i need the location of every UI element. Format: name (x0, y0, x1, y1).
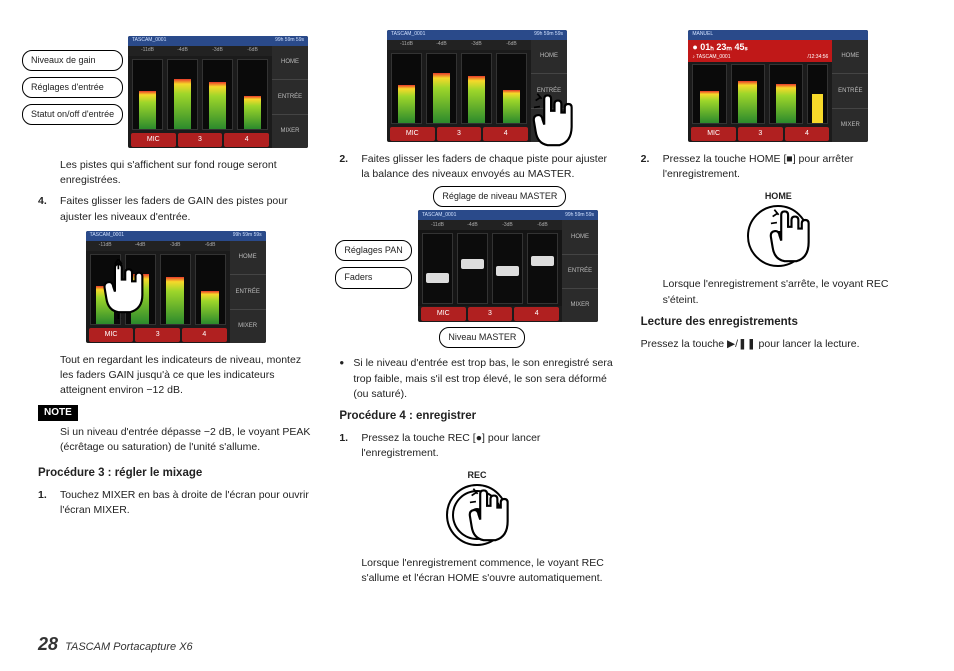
note-tag: NOTE (38, 405, 78, 422)
device-screen-faders: TASCAM_000199h 59m 59s -11dB-4dB-3dB-6dB… (418, 210, 598, 322)
recording-screen: MANUEL ● 01ₕ 23ₘ 45ₛ ♪ TASCAM_0001 /12:3… (678, 30, 878, 142)
callout-master-level: Réglage de niveau MASTER (433, 186, 566, 207)
callout-faders: Faders (335, 267, 411, 288)
text-watch-indicators: Tout en regardant les indicateurs de niv… (38, 353, 313, 399)
callout-input-settings: Réglages d'entrée (22, 77, 123, 98)
hand-tap-rec-icon (463, 487, 518, 547)
text-rec-stops: Lorsque l'enregistrement s'arrête, le vo… (641, 277, 916, 307)
callout-master-level-bottom: Niveau MASTER (439, 327, 525, 348)
device-screen-mixer: TASCAM_000199h 59m 59s -11dB-4dB-3dB-6dB… (128, 36, 308, 148)
mixer-screen-with-callouts: Niveaux de gain Réglages d'entrée Statut… (108, 36, 328, 148)
proc3-step2: 2.Faites glisser les faders de chaque pi… (339, 152, 614, 182)
text-red-tracks: Les pistes qui s'affichent sur fond roug… (38, 158, 313, 188)
text-playback: Pressez la touche ▶/❚❚ pour lancer la le… (641, 337, 916, 352)
mixer-screen-touch: TASCAM_000199h 59m 59s -11dB-4dB-3dB-6dB… (377, 30, 577, 142)
hand-drag-icon (96, 259, 151, 319)
bullet-level-warning: Si le niveau d'entrée est trop bas, le s… (339, 356, 614, 402)
step-4-gain: 4.Faites glisser les faders de GAIN des … (38, 194, 313, 224)
heading-procedure-3: Procédure 3 : régler le mixage (38, 465, 313, 482)
product-name: TASCAM Portacapture X6 (65, 641, 193, 653)
mixer-screen-drag: TASCAM_000199h 59m 59s -11dB-4dB-3dB-6dB… (76, 231, 276, 343)
callout-gain-levels: Niveaux de gain (22, 50, 123, 71)
hand-tap-home-icon (764, 208, 819, 268)
rec-button-illustration: REC (417, 469, 537, 546)
note-text: Si un niveau d'entrée dépasse −2 dB, le … (38, 425, 313, 455)
hand-tap-icon (527, 92, 582, 152)
play-pause-icons: ▶/❚❚ (727, 338, 756, 350)
callout-pan: Réglages PAN (335, 240, 411, 261)
text-rec-starts: Lorsque l'enregistrement commence, le vo… (339, 556, 614, 586)
heading-procedure-4: Procédure 4 : enregistrer (339, 408, 614, 425)
proc4-step2: 2.Pressez la touche HOME [■] pour arrête… (641, 152, 916, 182)
page-number: 28 (38, 634, 58, 654)
callout-input-onoff: Statut on/off d'entrée (22, 104, 123, 125)
home-button-illustration: HOME (718, 190, 838, 267)
proc4-step1: 1.Pressez la touche REC [●] pour lancer … (339, 431, 614, 461)
page-footer: 28 TASCAM Portacapture X6 (38, 631, 193, 657)
heading-playback: Lecture des enregistrements (641, 314, 916, 331)
proc3-step1: 1.Touchez MIXER en bas à droite de l'écr… (38, 488, 313, 518)
